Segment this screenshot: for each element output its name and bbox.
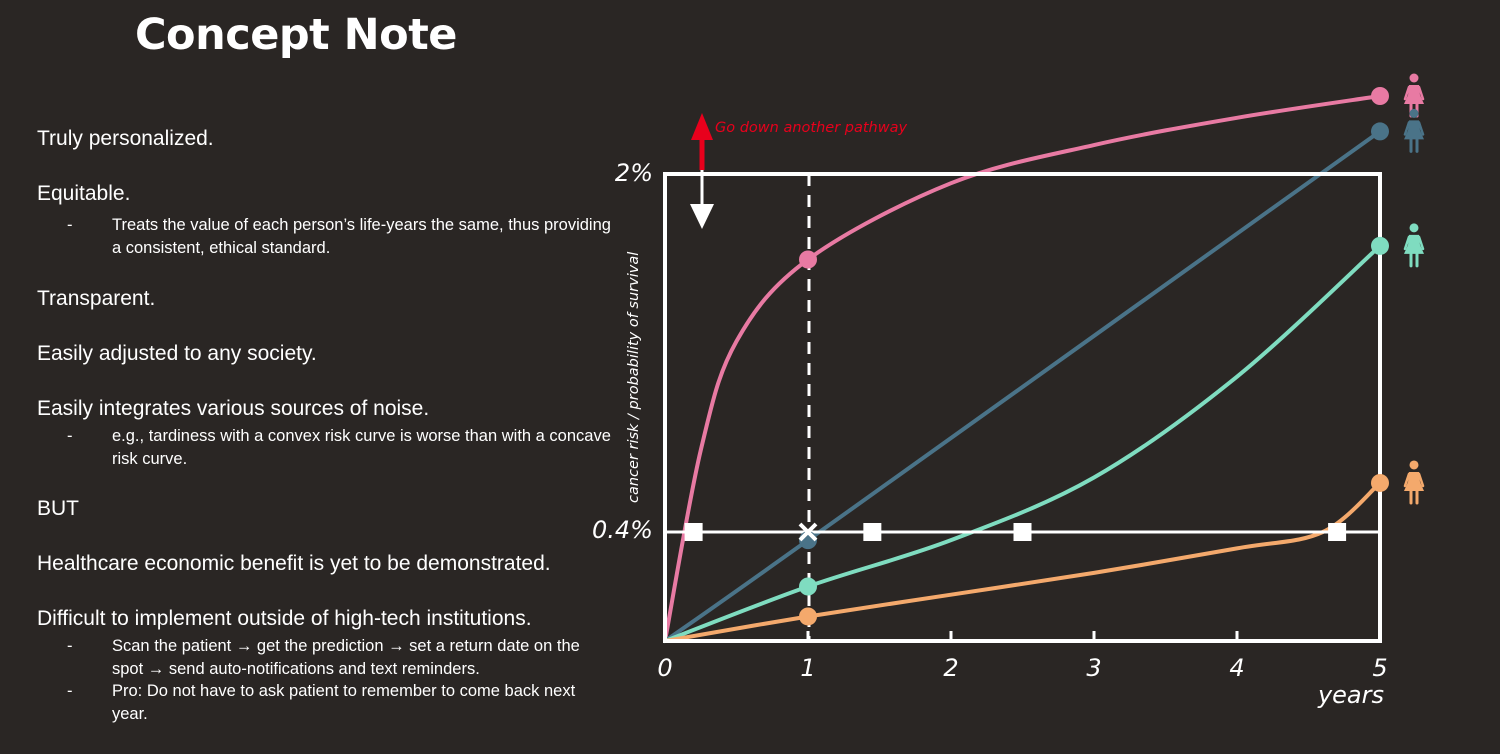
series-line-1: [663, 129, 1382, 643]
series-line-3: [663, 480, 1382, 643]
series-point-2-0: [799, 577, 817, 596]
series-point-1-1: [1371, 122, 1389, 141]
x-tick-label-5: 5: [1372, 654, 1387, 682]
woman-icon: [1403, 460, 1425, 505]
threshold-crossing-marker-0: [684, 523, 703, 541]
plot-frame: [663, 172, 1382, 643]
threshold-crossing-marker-3: [1328, 523, 1347, 541]
series-line-0: [663, 94, 1382, 643]
note-sub-text: e.g., tardiness with a convex risk curve…: [112, 427, 611, 468]
note-sub-text: Pro: Do not have to ask patient to remem…: [112, 682, 576, 723]
note-heading: Transparent.: [37, 287, 156, 310]
note-heading: Difficult to implement outside of high-t…: [37, 607, 532, 630]
woman-icon: [1403, 223, 1425, 268]
series-layer: [663, 94, 1382, 643]
bullet-dash: -: [67, 427, 73, 445]
x-axis-label: years: [1317, 681, 1384, 709]
cross-marker: [798, 522, 818, 542]
note-heading: Easily integrates various sources of noi…: [37, 397, 430, 420]
x-tick-label-0: 0: [657, 654, 672, 682]
note-heading: BUT: [37, 497, 79, 520]
threshold-crossing-marker-2: [1013, 523, 1032, 541]
woman-icon: [1403, 108, 1425, 153]
note-sub-text: Treats the value of each person’s life-y…: [112, 216, 611, 257]
page-title: Concept Note: [135, 10, 457, 60]
pathway-arrow: [690, 113, 714, 229]
y-axis-label: cancer risk / probability of survival: [626, 252, 642, 503]
note-heading: Equitable.: [37, 182, 131, 205]
bullet-dash: -: [67, 682, 73, 700]
series-point-2-1: [1371, 236, 1389, 255]
x-tick-label-2: 2: [943, 654, 958, 682]
note-sub-text: Scan the patient → get the prediction → …: [112, 637, 580, 678]
bullet-dash: -: [67, 216, 73, 234]
y-tick-label-top: 2%: [615, 159, 653, 187]
x-tick-label-4: 4: [1229, 654, 1244, 682]
bullet-dash: -: [67, 637, 73, 655]
pathway-annotation: Go down another pathway: [715, 120, 907, 136]
series-point-3-0: [799, 607, 817, 626]
x-tick-label-3: 3: [1086, 654, 1101, 682]
series-point-0-0: [799, 250, 817, 269]
person-icons: [1403, 73, 1425, 505]
marker-layer: [684, 87, 1389, 626]
note-heading: Truly personalized.: [37, 127, 214, 150]
note-heading: Easily adjusted to any society.: [37, 342, 317, 365]
x-tick-label-1: 1: [800, 654, 815, 682]
tick-layer: 0 1 2 3 4 5: [657, 631, 1388, 682]
series-point-0-1: [1371, 87, 1389, 105]
series-line-2: [663, 243, 1382, 643]
series-point-3-1: [1371, 473, 1389, 492]
threshold-crossing-marker-1: [863, 523, 882, 541]
note-heading: Healthcare economic benefit is yet to be…: [37, 552, 551, 575]
y-tick-label-threshold: 0.4%: [592, 516, 653, 544]
